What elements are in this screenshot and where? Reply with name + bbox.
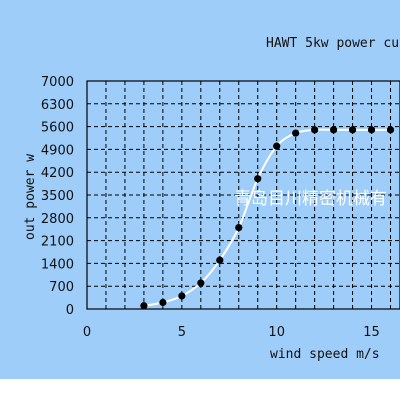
- data-point: [140, 302, 148, 310]
- data-point: [159, 298, 167, 307]
- data-point: [367, 126, 376, 134]
- data-point: [216, 256, 224, 264]
- y-tick-label: 1400: [41, 257, 74, 272]
- y-tick-label: 2100: [41, 235, 74, 250]
- watermark-text: 青岛目川精密机械有: [234, 189, 387, 209]
- data-point: [311, 126, 319, 134]
- plot-frame: [86, 80, 400, 310]
- y-tick-label: 7000: [41, 75, 74, 90]
- x-tick-label: 15: [363, 325, 380, 340]
- y-tick-label: 6300: [41, 98, 74, 113]
- y-tick-label: 0: [66, 303, 74, 318]
- y-tick-label: 5600: [41, 121, 74, 136]
- data-point: [292, 129, 300, 137]
- x-axis-label: wind speed m/s: [270, 347, 380, 362]
- y-tick-label: 3500: [41, 189, 74, 204]
- x-tick-label: 5: [178, 325, 186, 340]
- data-point: [254, 175, 262, 183]
- chart-title: HAWT 5kw power cu: [266, 36, 399, 51]
- x-tick-label: 10: [268, 325, 285, 340]
- data-point: [273, 142, 281, 150]
- y-tick-label: 700: [49, 280, 74, 295]
- data-point: [235, 223, 243, 232]
- data-markers: [140, 126, 395, 310]
- data-point: [197, 279, 205, 287]
- data-point: [348, 126, 357, 134]
- y-tick-label: 2800: [41, 212, 74, 227]
- y-axis-label: out power w: [23, 154, 38, 240]
- y-tick-label: 4900: [41, 143, 74, 158]
- data-point: [330, 126, 338, 134]
- x-tick-label: 0: [83, 325, 91, 340]
- data-point: [386, 126, 395, 134]
- data-point: [178, 292, 186, 300]
- grid: [87, 81, 400, 309]
- y-tick-label: 4200: [41, 166, 74, 181]
- tick-labels: 0 700 1400 2100 2800 3500 4200 4900 5600 6300 7000…: [41, 75, 380, 340]
